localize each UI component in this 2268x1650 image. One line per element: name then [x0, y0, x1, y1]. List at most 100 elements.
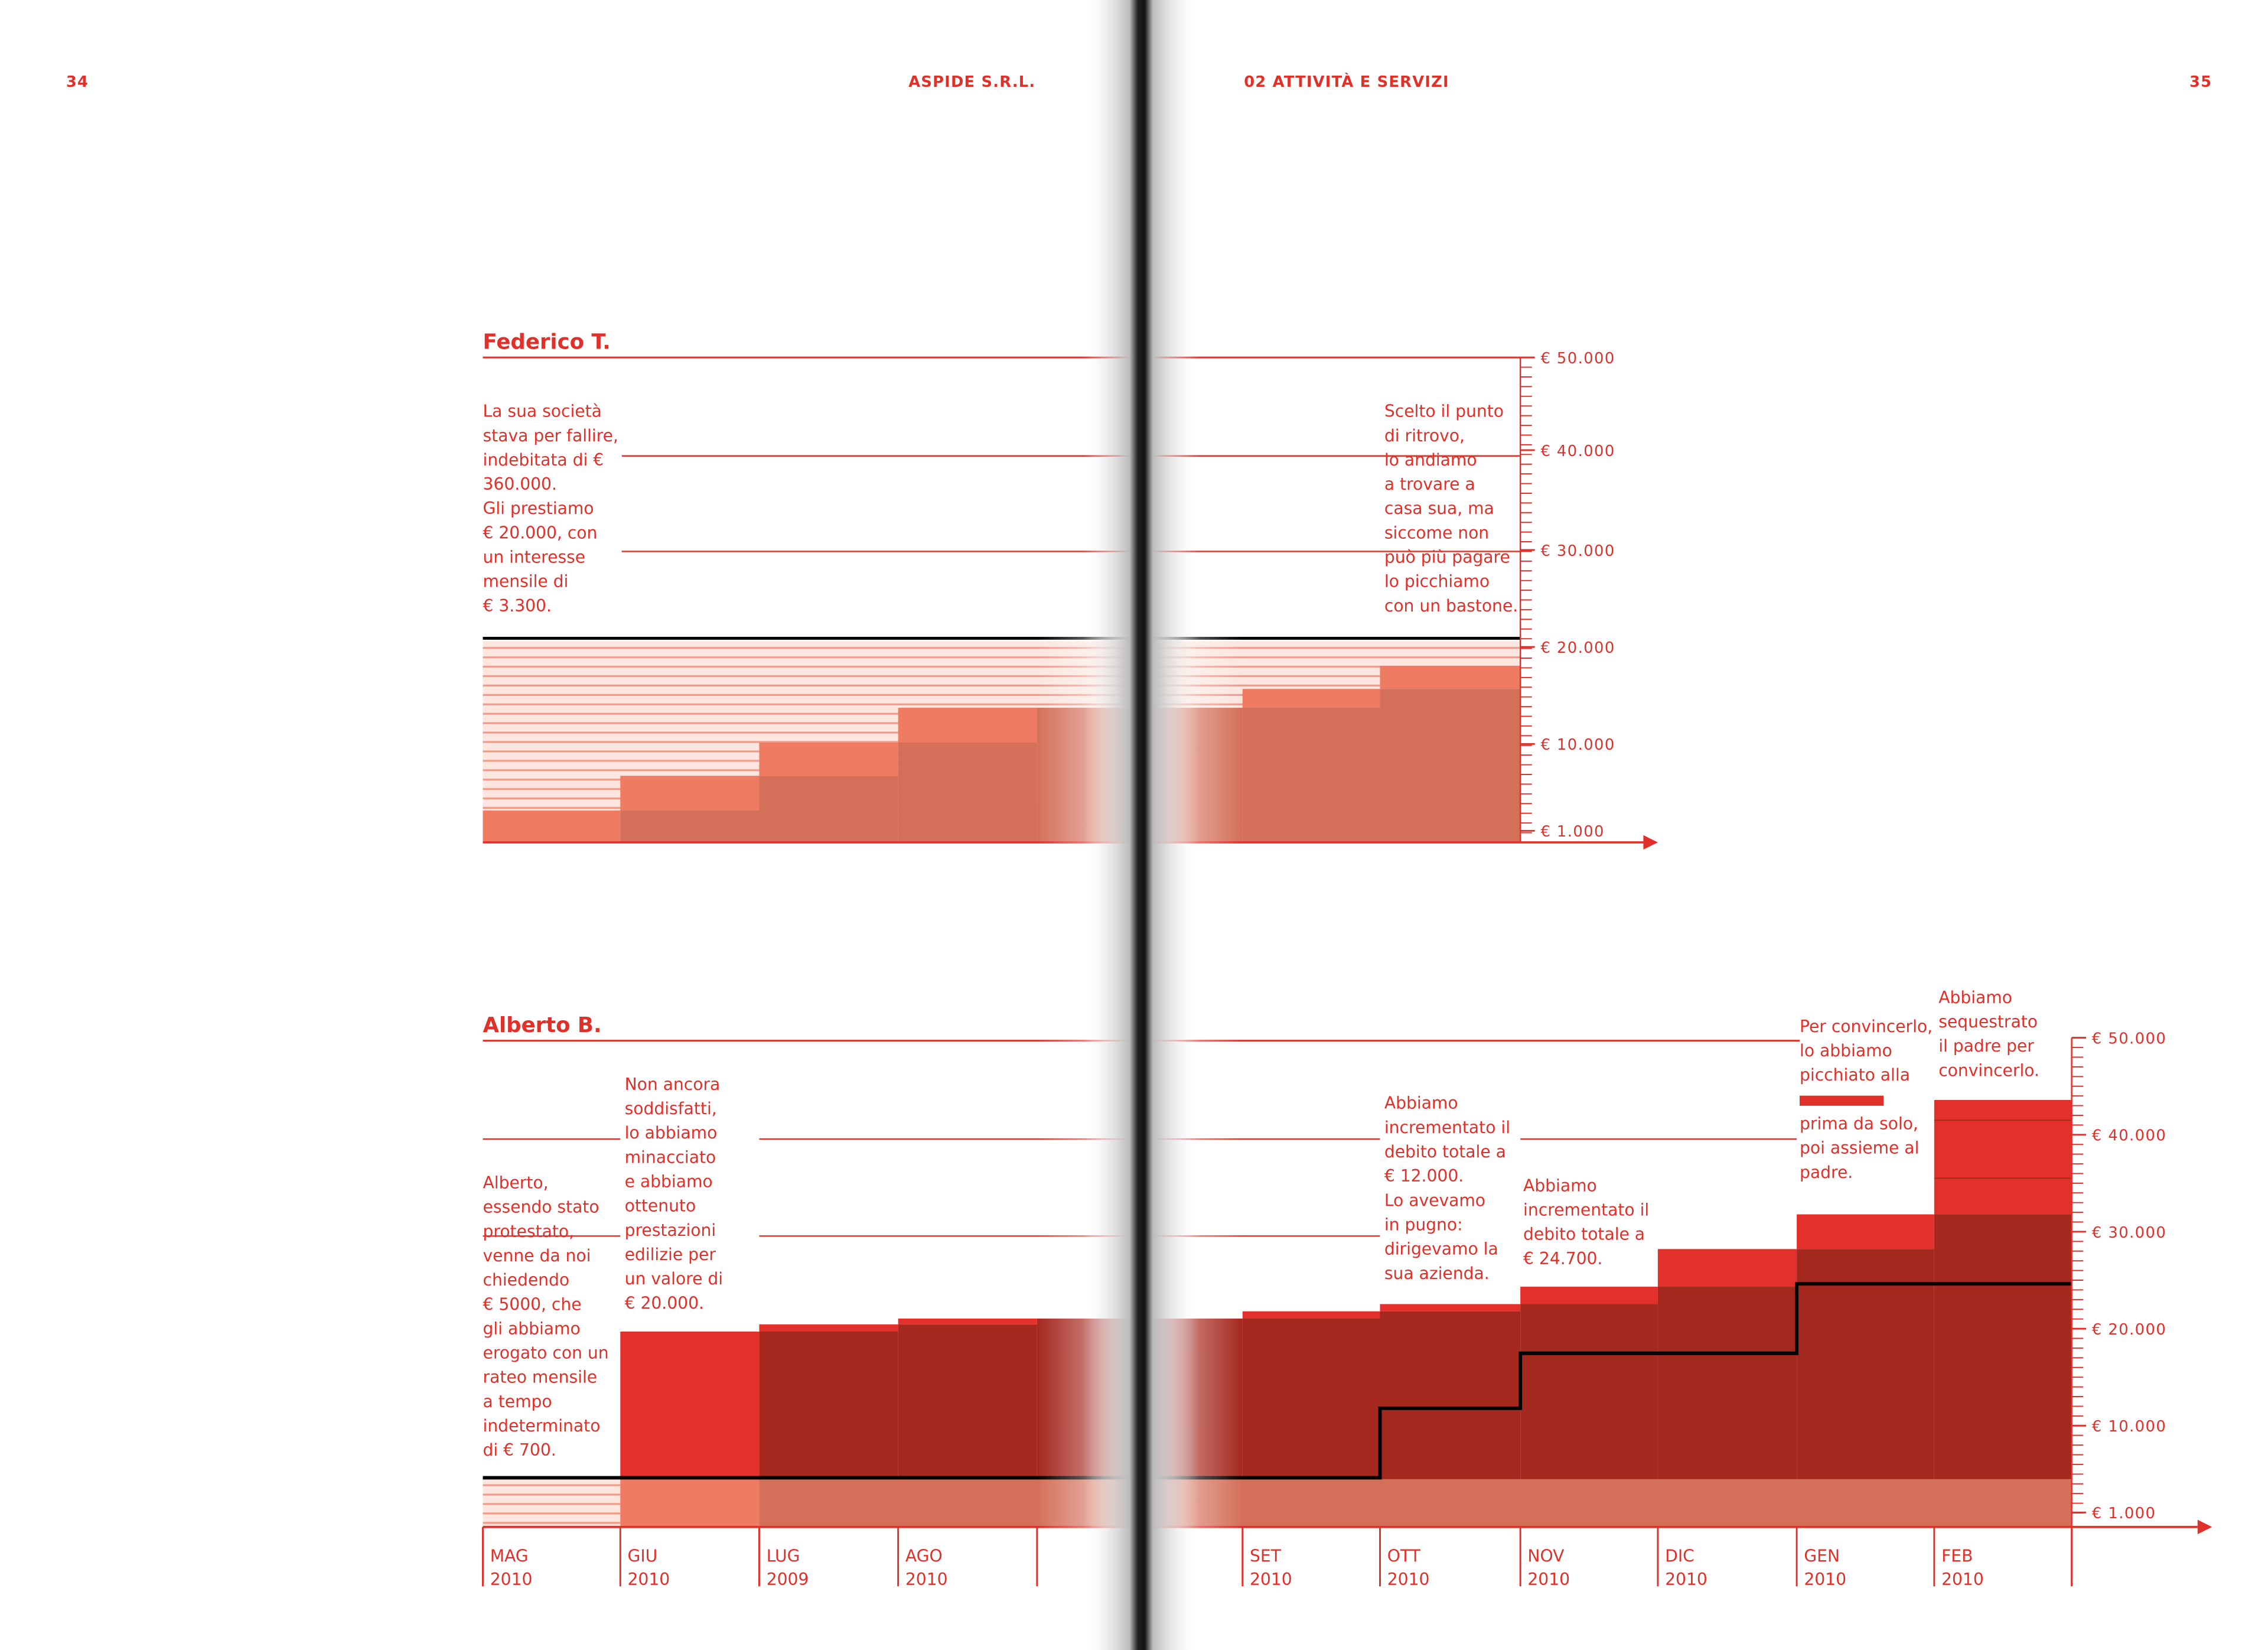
year-label: 2009 [767, 1570, 809, 1589]
year-label: 2010 [490, 1570, 533, 1589]
note-line: a tempo [483, 1392, 552, 1411]
note-line: di ritrovo, [1384, 426, 1465, 445]
note-line: dirigevamo la [1384, 1239, 1498, 1259]
month-label: AGO [905, 1547, 943, 1566]
note-line: un interesse [483, 548, 586, 567]
year-label: 2010 [1527, 1570, 1570, 1589]
note-line: il padre per [1938, 1036, 2034, 1056]
note-line: incrementato il [1523, 1200, 1649, 1220]
note-line: € 20.000. [625, 1293, 704, 1313]
note-line: indebitata di € [483, 450, 604, 470]
note-line: Lo avevamo [1384, 1190, 1485, 1210]
note-line: lo picchiamo [1384, 572, 1490, 591]
year-label: 2010 [1941, 1570, 1984, 1589]
note-line: La sua società [483, 402, 602, 421]
note-line: indeterminato [483, 1416, 601, 1436]
note-line: siccome non [1384, 523, 1489, 542]
note-line: debito totale a [1384, 1142, 1506, 1161]
note-line: prima da solo, [1800, 1114, 1918, 1133]
month-label: MAG [490, 1547, 529, 1566]
axis-label: € 1.000 [1540, 823, 1604, 841]
note-line: € 5000, che [483, 1294, 582, 1314]
note-line: Alberto, [483, 1173, 549, 1192]
month-label: LUG [767, 1547, 800, 1566]
axis-label: € 1.000 [2092, 1505, 2156, 1522]
note-line: casa sua, ma [1384, 499, 1494, 518]
note-line: lo abbiamo [1800, 1041, 1892, 1060]
note-line: picchiato alla [1800, 1065, 1910, 1085]
month-label: FEB [1941, 1547, 1973, 1566]
note-line: sequestrato [1938, 1012, 2038, 1031]
year-label: 2010 [1804, 1570, 1846, 1589]
month-label: GEN [1804, 1547, 1840, 1566]
month-label: NOV [1527, 1547, 1565, 1566]
month-label: DIC [1665, 1547, 1695, 1566]
note-line: erogato con un [483, 1343, 609, 1363]
note-line: € 20.000, con [483, 523, 598, 542]
note-line: Per convincerlo, [1800, 1017, 1933, 1036]
note-line: Abbiamo [1384, 1094, 1458, 1113]
note-line: rateo mensile [483, 1368, 598, 1387]
note-line: incrementato il [1384, 1118, 1510, 1137]
axis-label: € 20.000 [2092, 1321, 2166, 1339]
note-line: chiedendo [483, 1270, 570, 1290]
note-line: gli abbiamo [483, 1319, 581, 1338]
note-line: con un bastone. [1384, 596, 1518, 616]
axis-label: € 30.000 [1540, 542, 1615, 560]
note-line: Non ancora [625, 1075, 721, 1094]
note-line: Abbiamo [1938, 988, 2012, 1007]
texts: 34 ASPIDE S.R.L. 02 ATTIVITÀ E SERVIZI 35 Fe… [66, 72, 2212, 1589]
axis-label: € 50.000 [2092, 1030, 2166, 1047]
month-label: SET [1250, 1547, 1282, 1566]
note-line: 360.000. [483, 474, 557, 494]
note-line: minacciato [625, 1147, 716, 1167]
month-label: OTT [1387, 1547, 1421, 1566]
note-line: essendo stato [483, 1197, 599, 1217]
note-line: può più pagare [1384, 548, 1510, 567]
year-label: 2010 [1665, 1570, 1707, 1589]
axis-label: € 40.000 [2092, 1127, 2166, 1145]
note-line: sua azienda. [1384, 1264, 1490, 1283]
note-line: Scelto il punto [1384, 402, 1504, 421]
chart-graphics [482, 0, 2212, 1650]
note-line: debito totale a [1523, 1225, 1645, 1244]
note-line: € 3.300. [483, 596, 552, 616]
note-line: in pugno: [1384, 1215, 1463, 1234]
axis-label: € 40.000 [1540, 442, 1615, 460]
page-number: 35 [2189, 73, 2212, 91]
chart-title: Alberto B. [483, 1013, 602, 1037]
note-line: Gli prestiamo [483, 499, 594, 518]
note-line: poi assieme al [1800, 1138, 1919, 1158]
running-head: 02 ATTIVITÀ E SERVIZI [1244, 72, 1449, 91]
axis-label: € 30.000 [2092, 1224, 2166, 1242]
note-line: soddisfatti, [625, 1099, 717, 1118]
note-line: padre. [1800, 1163, 1853, 1182]
year-label: 2010 [1250, 1570, 1292, 1589]
year-label: 2010 [1387, 1570, 1430, 1589]
note-line: un valore di [625, 1269, 724, 1288]
running-head: ASPIDE S.R.L. [908, 73, 1035, 91]
note-line: di € 700. [483, 1440, 556, 1460]
year-label: 2010 [905, 1570, 948, 1589]
note-line: € 12.000. [1384, 1166, 1464, 1186]
note-line: lo abbiamo [625, 1123, 718, 1143]
note-line: convincerlo. [1938, 1060, 2039, 1080]
page-number: 34 [66, 73, 89, 91]
note-line: lo andiamo [1384, 450, 1477, 470]
note-line: prestazioni [625, 1221, 716, 1240]
note-line: edilizie per [625, 1245, 716, 1264]
axis-label: € 20.000 [1540, 639, 1615, 657]
axis-label: € 10.000 [1540, 736, 1615, 754]
note-line: e abbiamo [625, 1171, 713, 1191]
year-label: 2010 [627, 1570, 670, 1589]
month-label: GIU [627, 1547, 657, 1566]
axis-label: € 10.000 [2092, 1418, 2166, 1436]
note-line: ottenuto [625, 1196, 696, 1216]
note-line: a trovare a [1384, 474, 1475, 494]
note-line: € 24.700. [1523, 1249, 1602, 1268]
note-line: mensile di [483, 572, 569, 591]
note-line: stava per fallire, [483, 426, 618, 445]
note-line: venne da noi [483, 1246, 591, 1265]
axis-label: € 50.000 [1540, 350, 1615, 367]
